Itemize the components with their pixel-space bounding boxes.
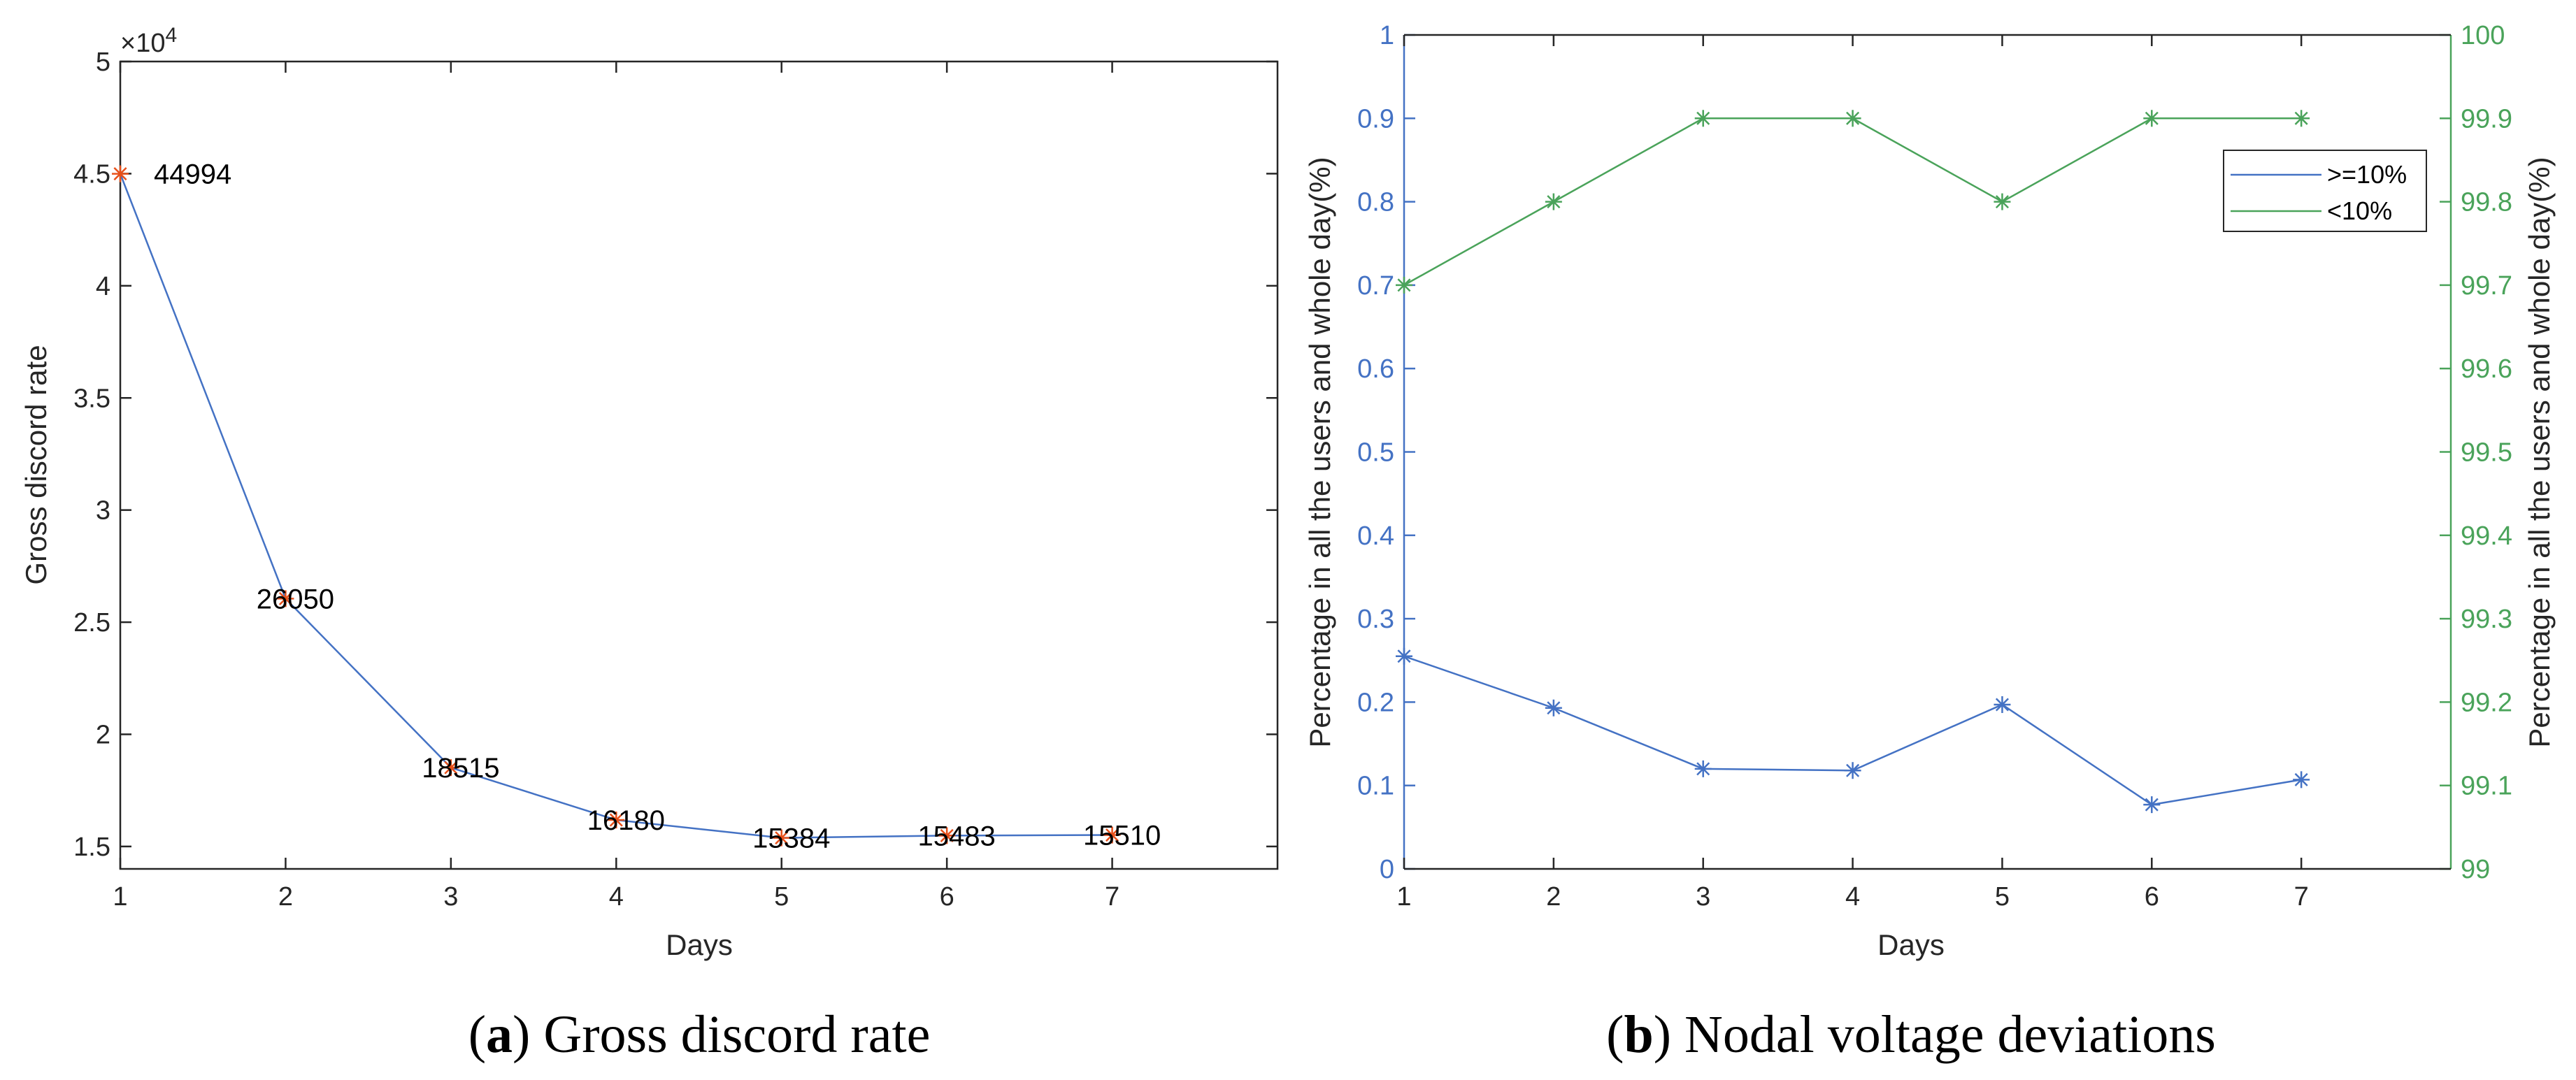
data-point-high (1545, 699, 1562, 717)
left-y-tick-label: 0.3 (1357, 605, 1394, 634)
x-tick-label: 6 (2145, 882, 2159, 912)
left-y-tick-label: 0.8 (1357, 188, 1394, 217)
x-tick-label: 2 (278, 882, 293, 912)
chart-a-y-ticks: 1.5 2 2.5 3 3.5 4 4.5 5 (73, 48, 1278, 862)
data-point (773, 829, 790, 847)
data-label: 15483 (918, 821, 996, 851)
x-tick-label: 4 (609, 882, 624, 912)
right-y-tick-label: 99.8 (2461, 188, 2512, 217)
left-y-tick-label: 0.5 (1357, 438, 1394, 468)
right-y-tick-label: 99.2 (2461, 688, 2512, 717)
data-point (277, 590, 294, 607)
data-point (608, 812, 625, 829)
data-label: 44994 (154, 159, 231, 190)
data-point-low (1545, 193, 1562, 210)
right-y-tick-label: 99.4 (2461, 521, 2512, 551)
y-tick-label: 4 (96, 272, 110, 301)
left-y-tick-label: 0.4 (1357, 521, 1394, 551)
data-label: 26050 (257, 584, 334, 614)
right-y-tick-label: 99.6 (2461, 354, 2512, 384)
data-point-low (2143, 110, 2161, 127)
x-tick-label: 2 (1546, 882, 1561, 912)
data-point-high (1396, 647, 1412, 665)
chart-b-right-y-ticks: 99 99.1 99.2 99.3 99.4 99.5 99.6 99.7 99.8 99.9 10… (2440, 21, 2512, 884)
left-y-tick-label: 1 (1380, 21, 1394, 50)
chart-b: 0 0.1 0.2 0.3 0.4 0.5 0.6 0.7 0.8 0.9 1 99 99.1 99.2… (1303, 21, 2556, 1064)
data-label: 15510 (1083, 821, 1161, 851)
left-y-tick-label: 0.6 (1357, 354, 1394, 384)
y-tick-label: 1.5 (73, 833, 110, 862)
data-label: 15384 (752, 823, 830, 854)
right-y-tick-label: 99.1 (2461, 772, 2512, 801)
chart-b-legend: >=10% <10% (2223, 150, 2427, 232)
chart-a-plot-area (119, 60, 1279, 870)
chart-b-caption: (b) Nodal voltage deviations (1606, 1005, 2216, 1064)
data-label: 18515 (422, 753, 499, 784)
data-point-high (2143, 796, 2161, 814)
chart-b-left-y-axis-title: Percentage in all the users and whole da… (1303, 157, 1336, 747)
left-y-tick-label: 0.1 (1357, 772, 1394, 801)
chart-b-x-ticks: 1 2 3 4 5 6 7 (1396, 34, 2451, 912)
legend-label-high: >=10% (2327, 160, 2407, 189)
legend-box (2223, 150, 2427, 232)
chart-b-right-y-axis-title: Percentage in all the users and whole da… (2523, 157, 2556, 747)
data-point (938, 827, 956, 844)
x-tick-label: 5 (774, 882, 789, 912)
data-point-low (1994, 193, 2011, 210)
right-y-tick-label: 99.9 (2461, 104, 2512, 134)
right-y-tick-label: 99.3 (2461, 605, 2512, 634)
right-y-tick-label: 99.5 (2461, 438, 2512, 468)
left-y-tick-label: 0.7 (1357, 271, 1394, 301)
y-tick-label: 4.5 (73, 159, 110, 189)
x-tick-label: 3 (1696, 882, 1710, 912)
x-tick-label: 4 (1845, 882, 1860, 912)
x-tick-label: 1 (1396, 882, 1411, 912)
data-point-high (1994, 696, 2011, 713)
chart-b-x-axis-title: Days (1877, 928, 1945, 961)
data-point-low (2293, 110, 2310, 127)
chart-a-y-axis-title: Gross discord rate (20, 345, 52, 584)
chart-a-x-ticks: 1 2 3 4 5 6 7 (113, 62, 1119, 912)
data-point-high (2293, 771, 2310, 789)
data-point-low (1694, 110, 1712, 127)
x-tick-label: 7 (2294, 882, 2309, 912)
data-point-low (1844, 110, 1861, 127)
data-point-low (1396, 276, 1412, 294)
right-y-tick-label: 99 (2461, 855, 2490, 884)
y-tick-label: 3.5 (73, 384, 110, 413)
chart-a-exponent: ×104 (120, 24, 177, 58)
chart-b-series (1396, 110, 2310, 814)
right-y-tick-label: 100 (2461, 21, 2505, 50)
y-tick-label: 3 (96, 496, 110, 526)
y-tick-label: 5 (96, 48, 110, 77)
legend-label-low: <10% (2327, 196, 2392, 225)
data-label: 16180 (587, 805, 665, 836)
data-point (442, 759, 459, 777)
x-tick-label: 3 (443, 882, 458, 912)
chart-b-left-y-ticks: 0 0.1 0.2 0.3 0.4 0.5 0.6 0.7 0.8 0.9 1 (1357, 21, 1415, 884)
y-tick-label: 2 (96, 721, 110, 750)
left-y-tick-label: 0.9 (1357, 104, 1394, 134)
chart-a-x-axis-title: Days (666, 928, 733, 961)
y-tick-label: 2.5 (73, 608, 110, 638)
x-tick-label: 7 (1105, 882, 1119, 912)
data-point-high (1844, 762, 1861, 779)
left-y-tick-label: 0 (1380, 855, 1394, 884)
chart-a-series: 44994 26050 18515 16180 15384 15483 15510 (112, 159, 1161, 854)
data-point-high (1694, 760, 1712, 777)
x-tick-label: 6 (940, 882, 954, 912)
data-point (112, 165, 129, 182)
x-tick-label: 5 (1995, 882, 2010, 912)
left-y-tick-label: 0.2 (1357, 688, 1394, 717)
chart-a: 1.5 2 2.5 3 3.5 4 4.5 5 1 2 3 4 5 6 7 44994 26050 18515… (20, 24, 1279, 1064)
data-point (1103, 826, 1121, 844)
x-tick-label: 1 (113, 882, 127, 912)
chart-a-caption: (a) Gross discord rate (468, 1005, 931, 1064)
right-y-tick-label: 99.7 (2461, 271, 2512, 301)
